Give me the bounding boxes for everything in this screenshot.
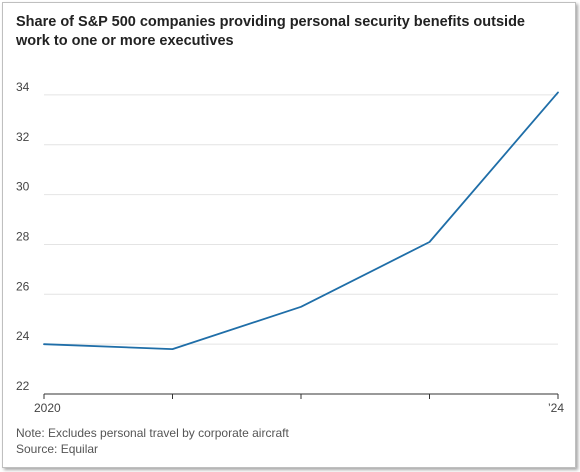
footnote: Note: Excludes personal travel by corpor… xyxy=(16,426,289,440)
chart-title: Share of S&P 500 companies providing per… xyxy=(16,14,525,49)
y-tick-label: 30 xyxy=(16,180,30,194)
y-tick-label: 24 xyxy=(16,329,30,343)
y-tick-label: 28 xyxy=(16,229,30,243)
y-tick-label: 26 xyxy=(16,279,30,293)
y-tick-label: 22 xyxy=(16,379,30,393)
y-tick-label: 34 xyxy=(16,80,30,94)
y-axis-tick-labels: 22 24 26 28 30 32 34 xyxy=(16,80,30,393)
x-axis: 2020 ’24 xyxy=(34,393,564,415)
x-tick-label: 2020 xyxy=(34,401,61,415)
y-tick-label: 32 xyxy=(16,130,30,144)
x-tick-label: ’24 xyxy=(548,401,564,415)
series-layer xyxy=(43,91,559,351)
series-line-0 xyxy=(43,91,559,351)
source-note: Source: Equilar xyxy=(16,442,99,456)
grid-lines xyxy=(44,94,558,345)
chart-frame xyxy=(2,2,576,468)
